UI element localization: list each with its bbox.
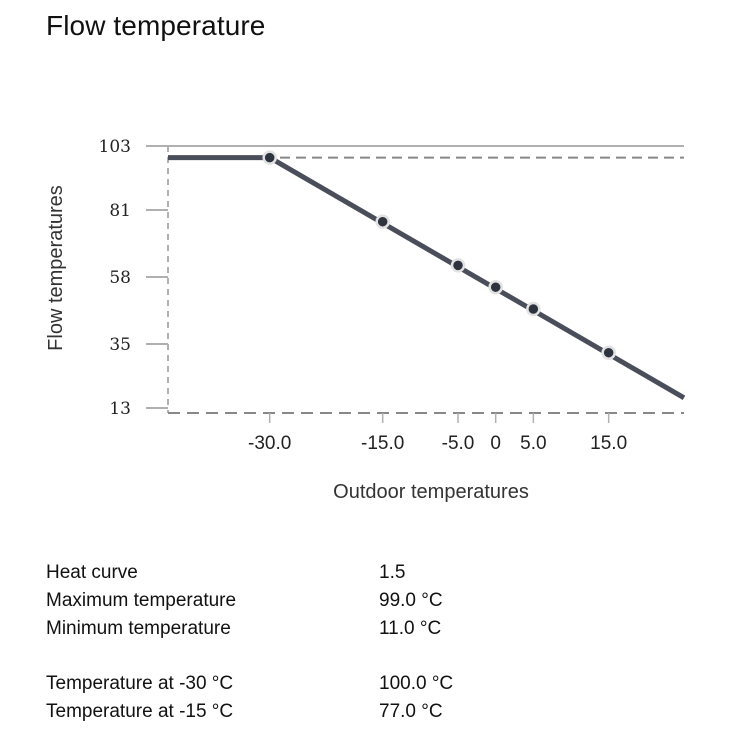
settings-summary: Heat curve 1.5 Maximum temperature 99.0 …: [46, 561, 443, 645]
temp-minus-30-label: Temperature at -30 °C: [46, 673, 234, 694]
x-tick-label: 0: [490, 433, 501, 454]
y-axis-title: Flow temperatures: [45, 185, 67, 351]
x-tick-label: -30.0: [248, 433, 291, 454]
y-tick-label: 58: [109, 268, 131, 288]
max-temp-value: 99.0 °C: [379, 590, 443, 611]
temperature-points-summary: Temperature at -30 °C 100.0 °C Temperatu…: [46, 672, 453, 728]
min-temp-label: Minimum temperature: [46, 618, 231, 639]
x-tick-label: -15.0: [361, 433, 404, 454]
curve-point: [526, 301, 541, 317]
page-title: Flow temperature: [46, 10, 266, 41]
x-tick-label: 5.0: [520, 433, 546, 454]
series-layer: [168, 155, 686, 400]
info-row-min-temp: Minimum temperature 11.0 °C: [46, 617, 443, 645]
y-tick-label: 35: [109, 335, 131, 355]
curve-point: [262, 150, 277, 165]
y-tick-label: 81: [109, 201, 131, 221]
curve-point: [375, 214, 390, 229]
temp-minus-30-value: 100.0 °C: [379, 673, 454, 694]
info-row-temp-minus-15: Temperature at -15 °C 77.0 °C: [46, 700, 453, 728]
flow-temperature-chart: 103 81 58 35 13 -30.0 -15.0 -5.0 0 5.0 15.0 Flow …: [45, 137, 686, 503]
info-row-heat-curve: Heat curve 1.5: [46, 561, 443, 589]
x-axis-title: Outdoor temperatures: [333, 481, 529, 503]
heat-curve-line: [168, 155, 686, 400]
heat-curve-label: Heat curve: [46, 562, 138, 583]
info-row-temp-minus-30: Temperature at -30 °C 100.0 °C: [46, 672, 453, 700]
points-layer: [262, 150, 616, 360]
temp-minus-15-value: 77.0 °C: [379, 701, 443, 722]
curve-point: [601, 345, 616, 360]
curve-point: [450, 258, 466, 273]
x-tick-label: 15.0: [590, 433, 627, 454]
min-temp-value: 11.0 °C: [379, 618, 442, 639]
y-tick-label: 103: [99, 137, 131, 157]
temp-minus-15-label: Temperature at -15 °C: [46, 701, 234, 722]
x-axis: -30.0 -15.0 -5.0 0 5.0 15.0: [168, 412, 684, 454]
y-tick-label: 13: [109, 399, 131, 419]
x-tick-label: -5.0: [442, 433, 475, 454]
info-row-max-temp: Maximum temperature 99.0 °C: [46, 589, 443, 617]
max-temp-label: Maximum temperature: [46, 590, 237, 611]
heat-curve-value: 1.5: [379, 562, 406, 583]
y-axis: 103 81 58 35 13: [99, 137, 684, 419]
curve-point: [488, 279, 503, 295]
